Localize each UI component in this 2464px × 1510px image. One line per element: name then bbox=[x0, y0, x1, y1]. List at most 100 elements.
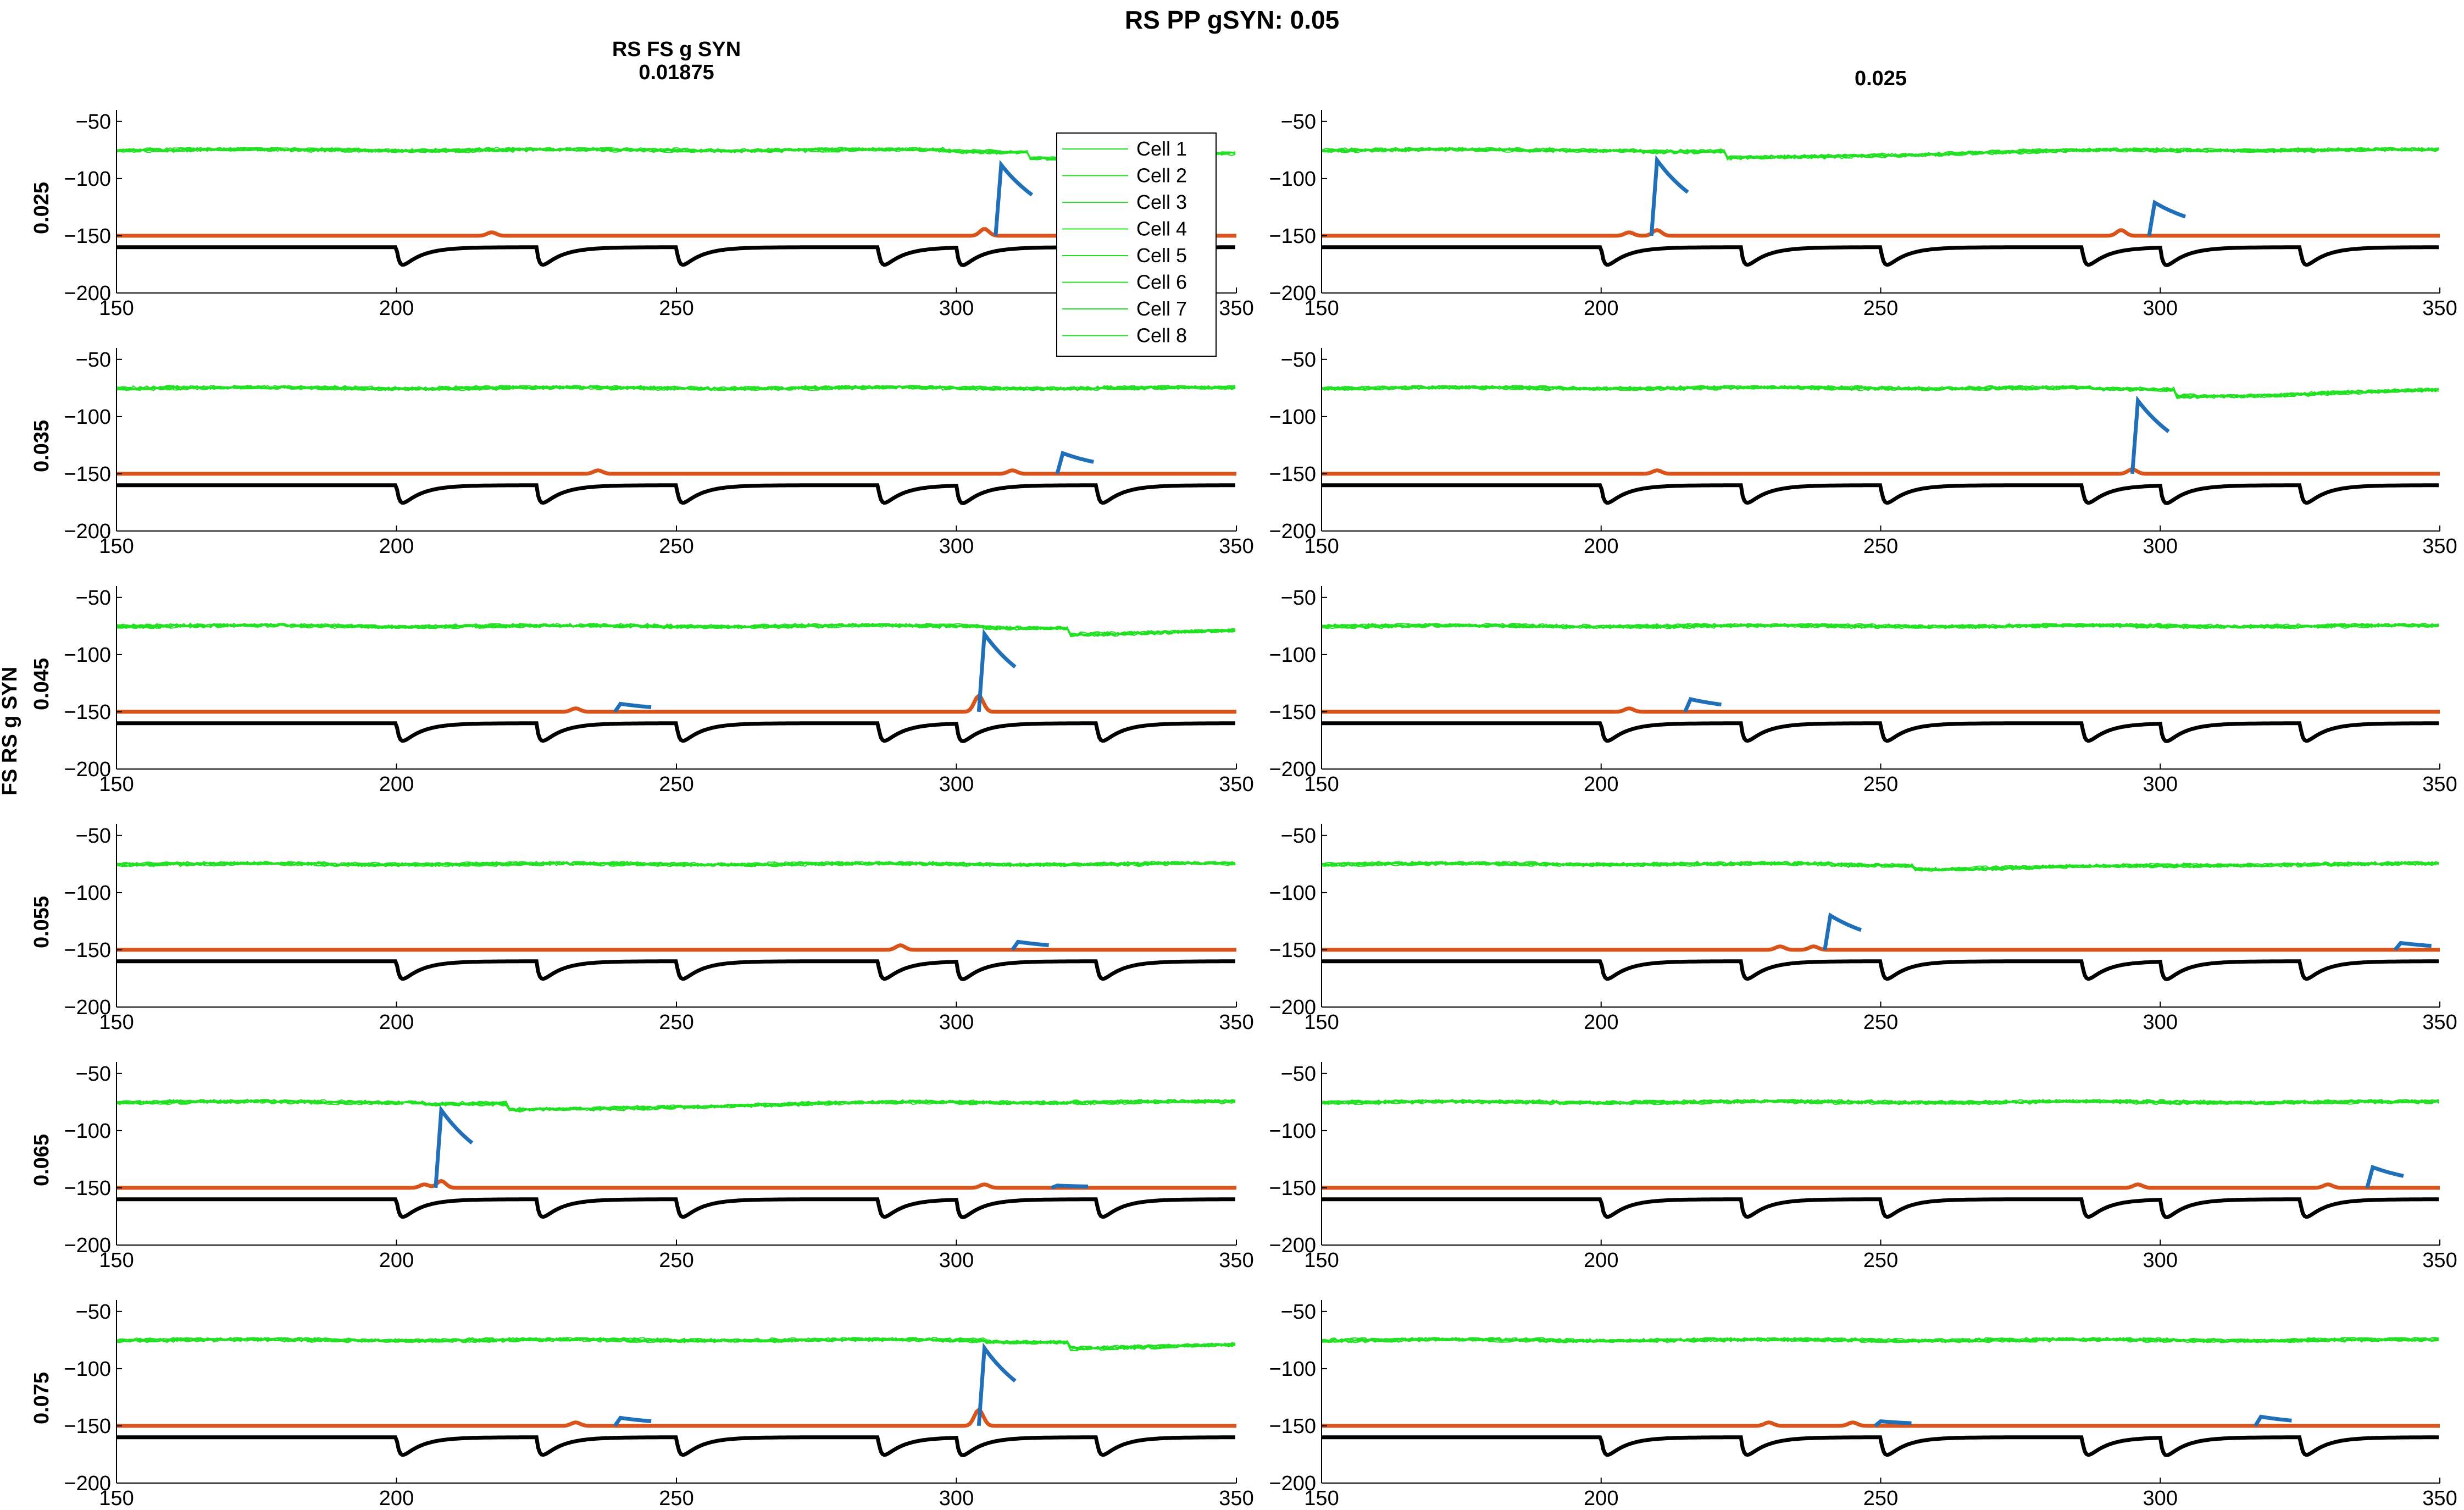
blue-trace bbox=[1683, 696, 1722, 713]
x-tick-label: 350 bbox=[1219, 1487, 1253, 1510]
orange-trace bbox=[1322, 228, 2440, 238]
orange-trace bbox=[1322, 467, 2440, 476]
panel: 150 200 250 300 350 −50 −100 −150 −200 bbox=[1269, 1300, 2457, 1510]
row-label: 0.035 bbox=[30, 420, 53, 472]
orange-trace bbox=[1322, 1420, 2440, 1428]
panel: 0.065 150 200 250 300 350 −50 −100 −150 −200 bbox=[30, 1062, 1254, 1272]
y-tick-label: −150 bbox=[1269, 939, 1316, 962]
y-tick-label: −50 bbox=[76, 587, 111, 610]
x-tick-label: 300 bbox=[2143, 1487, 2178, 1510]
y-tick-label: −100 bbox=[64, 168, 111, 191]
y-tick-label: −100 bbox=[64, 644, 111, 667]
y-tick-label: −100 bbox=[1269, 1358, 1316, 1381]
blue-trace bbox=[1011, 939, 1049, 951]
y-tick-label: −100 bbox=[64, 882, 111, 905]
y-tick-label: −50 bbox=[76, 110, 111, 134]
x-tick-label: 250 bbox=[1863, 1249, 1898, 1272]
x-tick-label: 300 bbox=[939, 297, 974, 320]
blue-trace bbox=[994, 159, 1034, 236]
black-trace bbox=[1322, 1197, 2439, 1220]
green-trace-cell bbox=[116, 622, 1236, 635]
x-tick-label: 200 bbox=[379, 1249, 414, 1272]
x-tick-label: 300 bbox=[939, 1487, 974, 1510]
blue-trace bbox=[1649, 155, 1689, 236]
x-tick-label: 300 bbox=[939, 535, 974, 558]
y-tick-label: −150 bbox=[1269, 1415, 1316, 1438]
blue-trace bbox=[2365, 1164, 2404, 1188]
x-tick-label: 250 bbox=[1863, 773, 1898, 796]
black-trace bbox=[116, 245, 1235, 268]
blue-trace bbox=[1051, 1183, 1089, 1190]
legend: Cell 1 Cell 2 Cell 3 Cell 4 Cell 5 Cell 6 Cell… bbox=[1056, 132, 1217, 357]
blue-trace bbox=[1874, 1419, 1912, 1428]
y-tick-label: −50 bbox=[76, 1301, 111, 1324]
x-tick-label: 250 bbox=[659, 1249, 693, 1272]
y-tick-label: −200 bbox=[1269, 520, 1316, 543]
blue-trace bbox=[2393, 941, 2432, 952]
blue-trace bbox=[1055, 450, 1094, 474]
x-tick-label: 250 bbox=[659, 535, 693, 558]
x-tick-label: 350 bbox=[1219, 773, 1253, 796]
y-tick-label: −50 bbox=[1281, 1063, 1316, 1086]
legend-entry: Cell 6 bbox=[1136, 271, 1187, 294]
x-tick-label: 200 bbox=[1584, 535, 1618, 558]
y-tick-label: −100 bbox=[1269, 406, 1316, 429]
x-tick-label: 350 bbox=[2422, 1249, 2457, 1272]
x-tick-label: 200 bbox=[379, 1011, 414, 1034]
x-tick-label: 300 bbox=[2143, 297, 2178, 320]
row-label: 0.075 bbox=[30, 1372, 53, 1424]
y-tick-label: −50 bbox=[1281, 349, 1316, 372]
y-tick-label: −150 bbox=[1269, 463, 1316, 486]
green-trace-cell bbox=[116, 1099, 1236, 1112]
x-tick-label: 350 bbox=[2422, 773, 2457, 796]
figure-suptitle: RS PP gSYN: 0.05 bbox=[1125, 5, 1339, 34]
black-trace bbox=[116, 959, 1235, 982]
x-tick-label: 150 bbox=[99, 535, 134, 558]
y-tick-label: −200 bbox=[64, 282, 111, 305]
green-trace-cell bbox=[116, 861, 1236, 867]
y-tick-label: −50 bbox=[1281, 1301, 1316, 1324]
x-tick-label: 150 bbox=[99, 1011, 134, 1034]
y-tick-label: −100 bbox=[64, 406, 111, 429]
x-tick-label: 150 bbox=[1304, 773, 1339, 796]
x-tick-label: 250 bbox=[1863, 297, 1898, 320]
y-axis-label: FS RS g SYN bbox=[0, 667, 21, 795]
panel: 0.055 150 200 250 300 350 −50 −100 −150 −200 bbox=[30, 824, 1254, 1034]
y-tick-label: −150 bbox=[64, 1177, 111, 1200]
green-trace-cell bbox=[1321, 147, 2439, 160]
legend-box bbox=[1056, 132, 1217, 357]
row-label: 0.065 bbox=[30, 1134, 53, 1186]
blue-trace bbox=[2130, 395, 2170, 474]
x-tick-label: 200 bbox=[1584, 1249, 1618, 1272]
legend-entry: Cell 5 bbox=[1136, 244, 1187, 267]
x-tick-label: 200 bbox=[1584, 297, 1618, 320]
x-tick-label: 250 bbox=[659, 773, 693, 796]
panel: 0.075 150 200 250 300 350 −50 −100 −150 −200 bbox=[30, 1300, 1254, 1510]
green-trace-cell bbox=[1321, 860, 2439, 871]
y-tick-label: −50 bbox=[1281, 587, 1316, 610]
x-tick-label: 150 bbox=[1304, 297, 1339, 320]
x-tick-label: 300 bbox=[2143, 1011, 2178, 1034]
y-tick-label: −100 bbox=[1269, 644, 1316, 667]
legend-entry: Cell 3 bbox=[1136, 191, 1187, 213]
y-tick-label: −100 bbox=[64, 1358, 111, 1381]
x-tick-label: 200 bbox=[1584, 1487, 1618, 1510]
legend-entry: Cell 4 bbox=[1136, 218, 1187, 240]
blue-trace bbox=[2254, 1414, 2292, 1427]
x-tick-label: 300 bbox=[939, 1249, 974, 1272]
black-trace bbox=[116, 721, 1235, 744]
y-tick-label: −50 bbox=[76, 1063, 111, 1086]
x-tick-label: 250 bbox=[1863, 535, 1898, 558]
panel: 150 200 250 300 350 −50 −100 −150 −200 bbox=[1269, 586, 2457, 796]
y-tick-label: −200 bbox=[1269, 1472, 1316, 1495]
blue-trace bbox=[1823, 912, 1862, 950]
y-tick-label: −200 bbox=[1269, 996, 1316, 1019]
panel: 0.045 150 200 250 300 350 −50 −100 −150 −200 bbox=[30, 586, 1254, 796]
x-tick-label: 350 bbox=[2422, 1487, 2457, 1510]
x-tick-label: 150 bbox=[1304, 1249, 1339, 1272]
black-trace bbox=[116, 483, 1235, 506]
x-tick-label: 300 bbox=[2143, 773, 2178, 796]
x-tick-label: 250 bbox=[659, 1487, 693, 1510]
column-title: RS FS g SYN bbox=[612, 38, 741, 61]
y-tick-label: −200 bbox=[64, 520, 111, 543]
